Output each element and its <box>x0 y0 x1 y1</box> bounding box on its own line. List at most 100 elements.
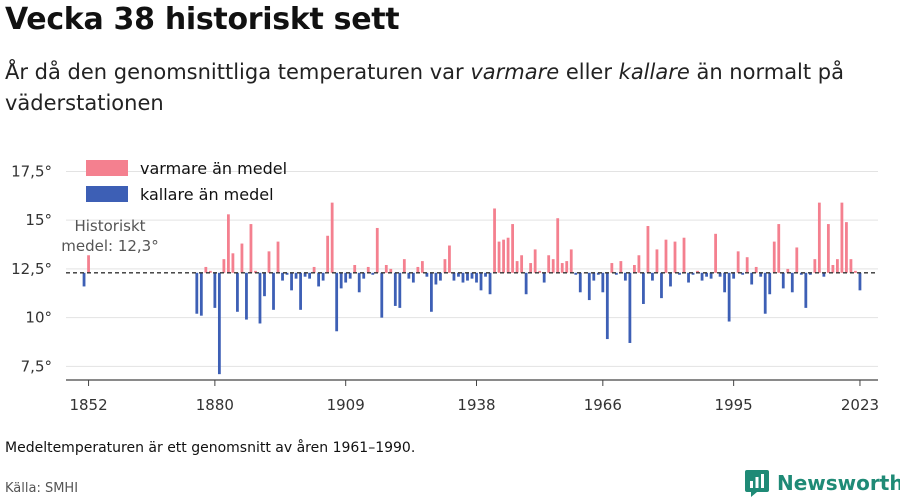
bar <box>217 272 221 375</box>
bar <box>294 272 298 279</box>
bar <box>199 272 203 316</box>
bar <box>547 255 551 273</box>
bar <box>231 253 235 273</box>
bar <box>470 272 474 279</box>
bar <box>556 218 560 273</box>
bar <box>475 272 478 283</box>
bar <box>678 272 681 275</box>
bar <box>637 255 641 273</box>
bar <box>236 272 239 312</box>
bar <box>344 272 348 283</box>
bar <box>551 259 555 273</box>
bar <box>633 265 636 273</box>
bar <box>822 272 826 277</box>
bar <box>506 237 510 273</box>
bar <box>308 272 311 279</box>
bar <box>732 272 736 279</box>
bar <box>628 272 632 343</box>
bar <box>321 272 325 281</box>
bar <box>452 272 456 281</box>
bar <box>623 272 627 281</box>
bar <box>208 270 212 273</box>
bar <box>366 266 370 273</box>
bar <box>795 247 799 273</box>
bar <box>488 272 492 295</box>
bar <box>817 202 821 273</box>
bar <box>741 272 745 275</box>
bar <box>303 272 307 277</box>
bar <box>389 268 393 273</box>
bar <box>285 272 289 275</box>
bar <box>651 272 654 281</box>
bar <box>714 233 717 273</box>
bar <box>664 239 668 273</box>
bar <box>272 272 275 310</box>
bar <box>781 272 785 289</box>
source-note: Källa: SMHI <box>5 481 79 496</box>
bar <box>858 272 862 291</box>
bar <box>466 272 469 281</box>
bar <box>263 272 266 297</box>
bar <box>254 270 257 273</box>
bar <box>660 272 663 299</box>
bar <box>614 272 618 275</box>
bar <box>542 272 546 283</box>
bar <box>538 270 542 273</box>
bar <box>312 266 316 273</box>
brand[interactable]: Newsworthy <box>744 468 900 498</box>
bar <box>845 222 848 273</box>
bar <box>736 251 740 273</box>
bar <box>790 272 794 293</box>
bar <box>705 272 708 277</box>
bar-chart: 7,5° 10° 12,5° 15° 17,5° Historiskt medel: 12,… <box>11 159 879 414</box>
y-tick-label: 7,5° <box>21 357 52 375</box>
bar <box>430 272 433 312</box>
bar <box>371 272 375 275</box>
bar <box>723 272 727 293</box>
subtitle-colder: kallare <box>618 60 690 84</box>
x-tick-label: 2023 <box>841 396 879 414</box>
bar <box>709 272 713 279</box>
bar <box>411 272 415 283</box>
bar <box>375 227 379 273</box>
bar <box>673 241 677 273</box>
bar <box>642 272 645 304</box>
bar <box>380 272 384 318</box>
legend-swatch-warmer <box>86 160 128 176</box>
bar <box>87 255 90 273</box>
bar <box>240 243 244 273</box>
bar <box>691 272 695 275</box>
chart-subtitle: År då den genomsnittliga temperaturen va… <box>5 57 885 119</box>
bar <box>772 241 776 273</box>
bar <box>497 241 501 273</box>
bar <box>448 245 451 273</box>
bar <box>245 272 248 320</box>
bar <box>353 265 357 273</box>
bar <box>605 272 609 340</box>
bar <box>574 272 578 275</box>
bar <box>258 272 262 324</box>
y-tick-label: 12,5° <box>11 260 52 278</box>
bar <box>384 265 388 273</box>
bar <box>786 268 790 273</box>
bar <box>479 272 483 291</box>
bar <box>276 241 280 273</box>
bar <box>511 224 514 273</box>
bar <box>687 272 690 283</box>
bar <box>339 272 343 289</box>
bar <box>267 251 271 273</box>
bar <box>763 272 767 314</box>
bar <box>515 261 519 273</box>
bar <box>727 272 731 322</box>
bar <box>759 272 763 277</box>
bar <box>457 272 460 277</box>
subtitle-part-3: än normalt på väderstationen <box>5 60 844 115</box>
bar <box>826 224 830 273</box>
bar <box>434 272 438 285</box>
bar <box>610 263 614 273</box>
x-tick-label: 1966 <box>584 396 622 414</box>
bar <box>330 202 334 273</box>
bar <box>326 235 330 273</box>
bar <box>335 272 339 332</box>
legend-label-colder: kallare än medel <box>140 185 274 204</box>
